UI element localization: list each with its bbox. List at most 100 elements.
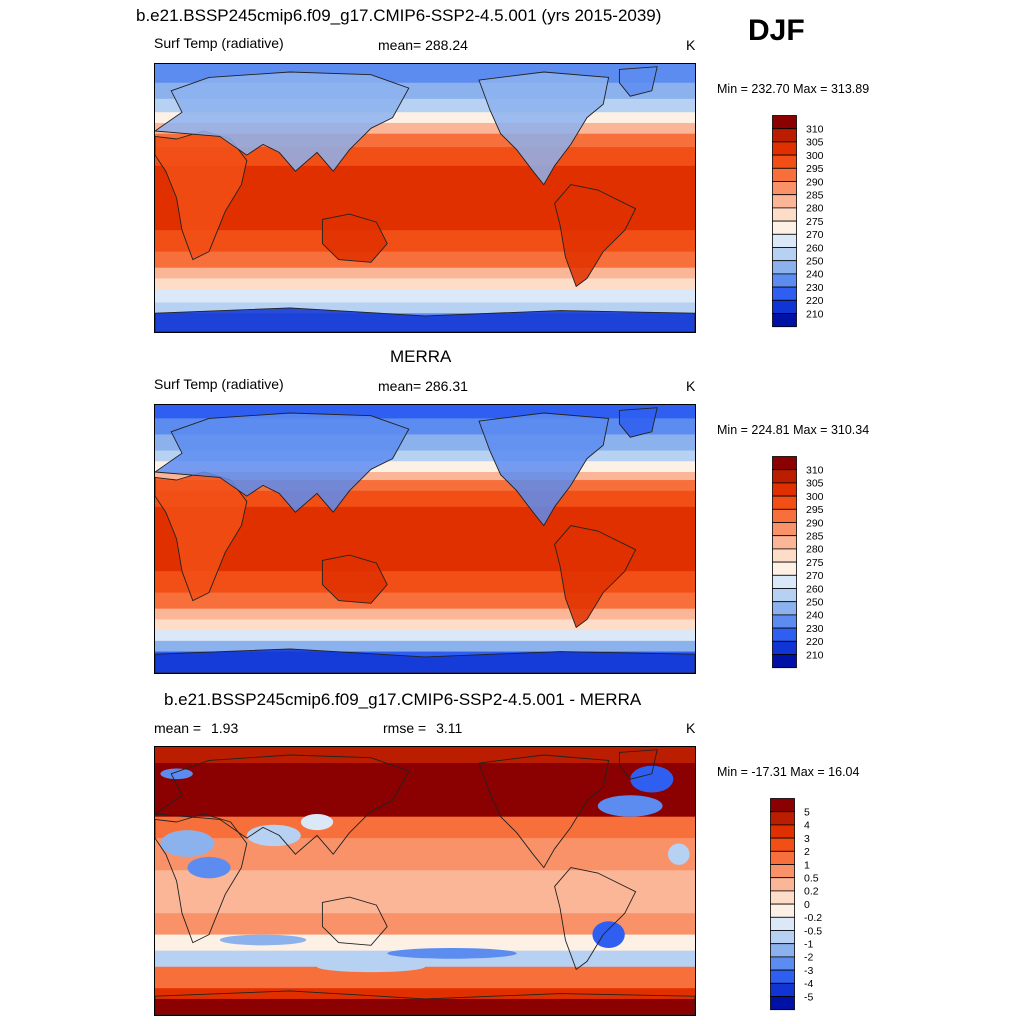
panel2-band xyxy=(155,461,695,473)
panel2-colorbar-box-15 xyxy=(772,654,797,669)
panel3-colorbar-tick-label: 3 xyxy=(804,833,810,845)
panel2-colorbar-tick-label: 220 xyxy=(806,636,824,648)
panel1-colorbar-tick-label: 280 xyxy=(806,203,824,215)
panel3-mean-value: 1.93 xyxy=(210,720,239,736)
panel3-colorbar-tick-label: -4 xyxy=(804,978,813,990)
panel3-anomaly-patch xyxy=(592,921,625,948)
panel2-colorbar-box-2 xyxy=(772,482,797,497)
panel1-colorbar-box-11 xyxy=(772,260,797,275)
panel3-australia-outline xyxy=(321,896,388,946)
panel3-colorbar-tick-label: -5 xyxy=(804,991,813,1003)
panel1-greenland-outline xyxy=(618,66,658,97)
panel3-colorbar-box-9 xyxy=(770,916,795,931)
panel3-colorbar-box-1 xyxy=(770,811,795,826)
main-title: b.e21.BSSP245cmip6.f09_g17.CMIP6-SSP2-4.… xyxy=(136,6,662,25)
panel2-colorbar-tick-label: 260 xyxy=(806,583,824,595)
panel1-antarctica-outline xyxy=(155,307,695,332)
panel1-band xyxy=(155,251,695,269)
panel3-rmse-value: 3.11 xyxy=(436,720,463,736)
panel1-colorbar-box-5 xyxy=(772,181,797,196)
panel1-colorbar-box-10 xyxy=(772,247,797,262)
panel3-colorbar-box-10 xyxy=(770,930,795,945)
panel3-africa-outline xyxy=(155,813,248,944)
panel1-colorbar-tick-label: 240 xyxy=(806,269,824,281)
panel1-colorbar-tick-label: 290 xyxy=(806,176,824,188)
panel1-colorbar-box-12 xyxy=(772,273,797,288)
panel3-anomaly-patch xyxy=(300,814,334,831)
panel2-colorbar-tick-label: 290 xyxy=(806,517,824,529)
panel2-mean: mean= 286.31 xyxy=(378,378,468,394)
panel2-colorbar-tick-label: 295 xyxy=(806,504,824,516)
panel3-colorbar-box-8 xyxy=(770,903,795,918)
panel2-antarctica-outline xyxy=(155,648,695,673)
panel2-colorbar-tick-label: 280 xyxy=(806,544,824,556)
panel2-colorbar-box-14 xyxy=(772,640,797,655)
panel2-colorbar-tick-label: 210 xyxy=(806,649,824,661)
panel1-colorbar-box-4 xyxy=(772,167,797,182)
panel2-mean-label: mean= xyxy=(378,378,422,394)
panel2-colorbar-box-8 xyxy=(772,561,797,576)
panel2-band xyxy=(155,640,695,653)
panel2-colorbar-tick-label: 305 xyxy=(806,478,824,490)
panel3-colorbar-box-4 xyxy=(770,850,795,865)
panel2-colorbar-box-0 xyxy=(772,456,797,471)
panel3-map xyxy=(154,746,696,1016)
panel3-rmse-label: rmse = xyxy=(383,720,427,736)
panel1-colorbar-box-0 xyxy=(772,115,797,130)
panel1-mean-label: mean= xyxy=(378,37,422,53)
panel2-colorbar-tick-label: 275 xyxy=(806,557,824,569)
panel2-colorbar-tick-label: 300 xyxy=(806,491,824,503)
panel2-colorbar-box-10 xyxy=(772,588,797,603)
panel1-colorbar-tick-label: 210 xyxy=(806,308,824,320)
panel3-colorbar-box-12 xyxy=(770,956,795,971)
panel3-anomaly-patch xyxy=(187,856,231,879)
panel3-anomaly-patch xyxy=(597,795,663,817)
panel3-anomaly-patch xyxy=(160,830,215,857)
panel3-colorbar-box-14 xyxy=(770,982,795,997)
panel3-band xyxy=(155,747,695,764)
panel3-colorbar-box-0 xyxy=(770,798,795,813)
panel2-band xyxy=(155,608,695,620)
panel2-band xyxy=(155,630,695,642)
panel3-colorbar-box-6 xyxy=(770,877,795,892)
panel3-anomaly-patch xyxy=(160,768,193,780)
panel2-south-america-outline xyxy=(554,525,637,629)
panel3-mean: mean = 1.93 xyxy=(154,720,238,736)
panel3-colorbar-tick-label: 4 xyxy=(804,820,810,832)
panel2-north-america-outline xyxy=(478,412,610,527)
panel3-south-america-outline xyxy=(554,867,637,971)
panel1-band xyxy=(155,112,695,124)
panel3-colorbar-tick-label: 1 xyxy=(804,859,810,871)
panel1-colorbar-tick-label: 300 xyxy=(806,150,824,162)
panel2-colorbar-box-11 xyxy=(772,601,797,616)
panel3-anomaly-patch xyxy=(387,948,517,959)
panel3-eurasia-outline xyxy=(155,754,410,855)
panel1-colorbar-box-7 xyxy=(772,207,797,222)
panel2-colorbar-box-9 xyxy=(772,574,797,589)
panel1-variable: Surf Temp (radiative) xyxy=(154,35,284,51)
panel1-eurasia-outline xyxy=(155,71,410,172)
panel1-colorbar-tick-label: 270 xyxy=(806,229,824,241)
panel1-band xyxy=(155,230,695,253)
panel3-band xyxy=(155,966,695,989)
panel1-colorbar-box-15 xyxy=(772,313,797,328)
panel1-mean-value: 288.24 xyxy=(425,37,468,53)
panel2-band xyxy=(155,480,695,492)
panel2-colorbar-box-13 xyxy=(772,627,797,642)
panel3-colorbar-tick-label: 0 xyxy=(804,899,810,911)
panel2-colorbar-tick-label: 285 xyxy=(806,531,824,543)
panel3-colorbar-tick-label: -0.2 xyxy=(804,912,822,924)
panel3-band xyxy=(155,998,695,1015)
panel1-colorbar-tick-label: 230 xyxy=(806,282,824,294)
panel3-band xyxy=(155,950,695,968)
panel2-colorbar: 310 305 300 295 290 285 280 275 270 260 250 240 230 2… xyxy=(772,456,832,671)
panel3-colorbar-box-3 xyxy=(770,837,795,852)
panel3-colorbar-tick-label: -1 xyxy=(804,939,813,951)
panel2-band xyxy=(155,472,695,481)
panel3-band xyxy=(155,838,695,871)
panel1-colorbar-box-9 xyxy=(772,233,797,248)
panel2-colorbar-tick-label: 240 xyxy=(806,610,824,622)
panel3-colorbar-tick-label: 5 xyxy=(804,807,810,819)
panel3-colorbar-box-11 xyxy=(770,943,795,958)
panel1-colorbar-tick-label: 275 xyxy=(806,216,824,228)
